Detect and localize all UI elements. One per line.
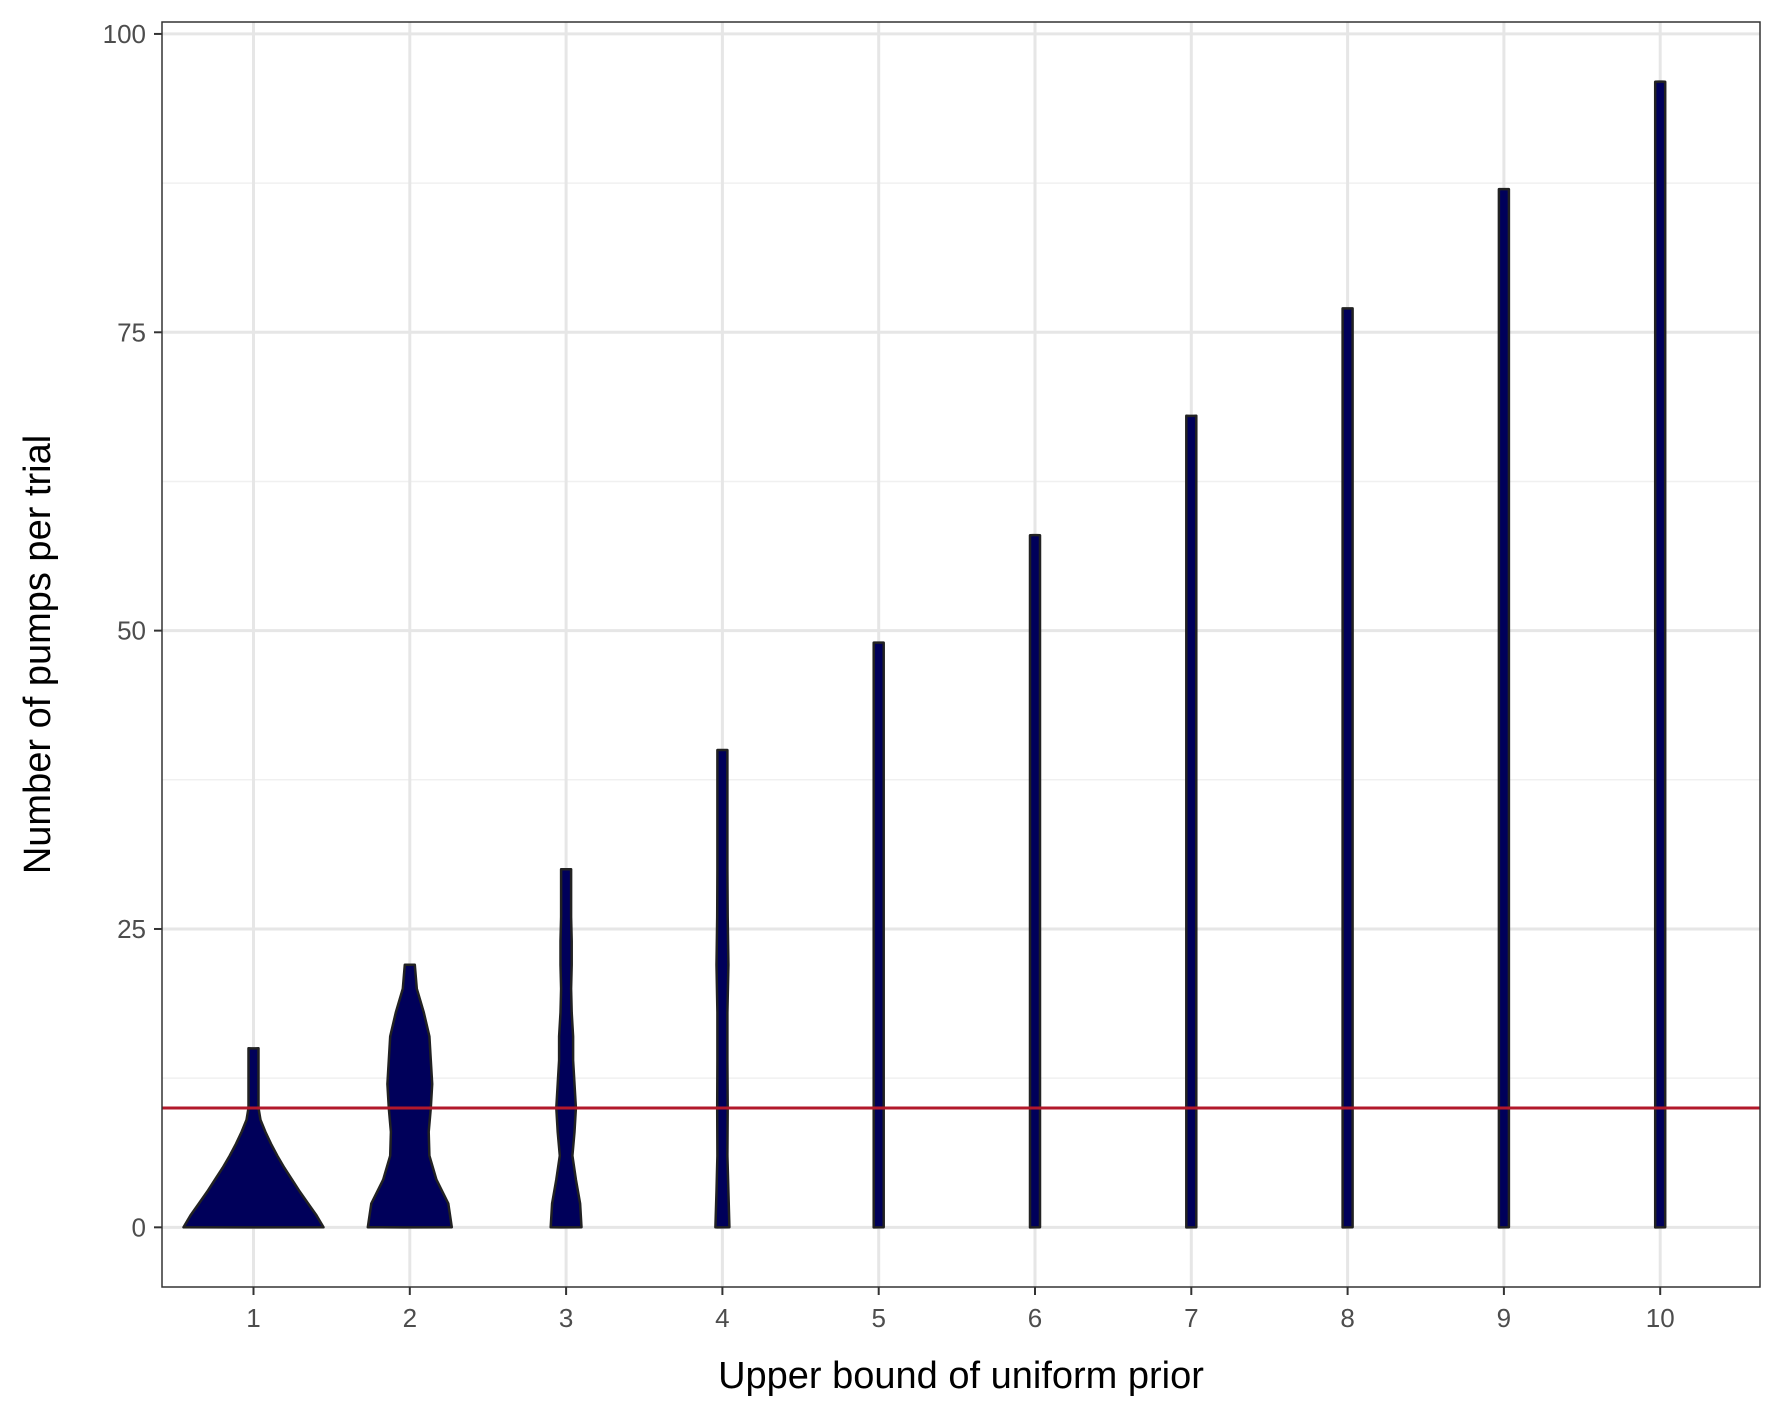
x-tick-label: 6 xyxy=(1028,1303,1042,1333)
y-axis-title: Number of pumps per trial xyxy=(17,435,59,874)
y-tick-label: 25 xyxy=(117,914,146,944)
violins xyxy=(182,80,1667,1229)
x-tick-label: 7 xyxy=(1184,1303,1198,1333)
y-tick-label: 0 xyxy=(132,1212,146,1242)
x-axis-title: Upper bound of uniform prior xyxy=(718,1355,1204,1397)
violin-1 xyxy=(182,1047,325,1229)
violin-7 xyxy=(1185,414,1198,1229)
violin-4 xyxy=(714,748,731,1229)
x-tick-label: 9 xyxy=(1497,1303,1511,1333)
y-tick-label: 100 xyxy=(103,19,146,49)
violin-8 xyxy=(1341,307,1354,1229)
y-tick-label: 75 xyxy=(117,317,146,347)
violin-9 xyxy=(1497,187,1511,1229)
violin-3 xyxy=(549,868,583,1229)
y-axis: 0 25 50 75 100 xyxy=(103,19,162,1242)
x-axis: 1 2 3 4 5 6 7 8 9 10 xyxy=(246,1287,1675,1333)
x-tick-label: 4 xyxy=(715,1303,729,1333)
plot-panel-border xyxy=(161,21,1761,1288)
x-tick-label: 10 xyxy=(1646,1303,1675,1333)
violin-2 xyxy=(366,963,454,1229)
violin-6 xyxy=(1028,533,1042,1229)
x-tick-label: 8 xyxy=(1340,1303,1354,1333)
x-tick-label: 3 xyxy=(559,1303,573,1333)
x-tick-label: 1 xyxy=(246,1303,260,1333)
violin-10 xyxy=(1653,80,1667,1229)
violin-5 xyxy=(872,641,885,1229)
x-tick-label: 5 xyxy=(871,1303,885,1333)
y-tick-label: 50 xyxy=(117,616,146,646)
x-tick-label: 2 xyxy=(403,1303,417,1333)
